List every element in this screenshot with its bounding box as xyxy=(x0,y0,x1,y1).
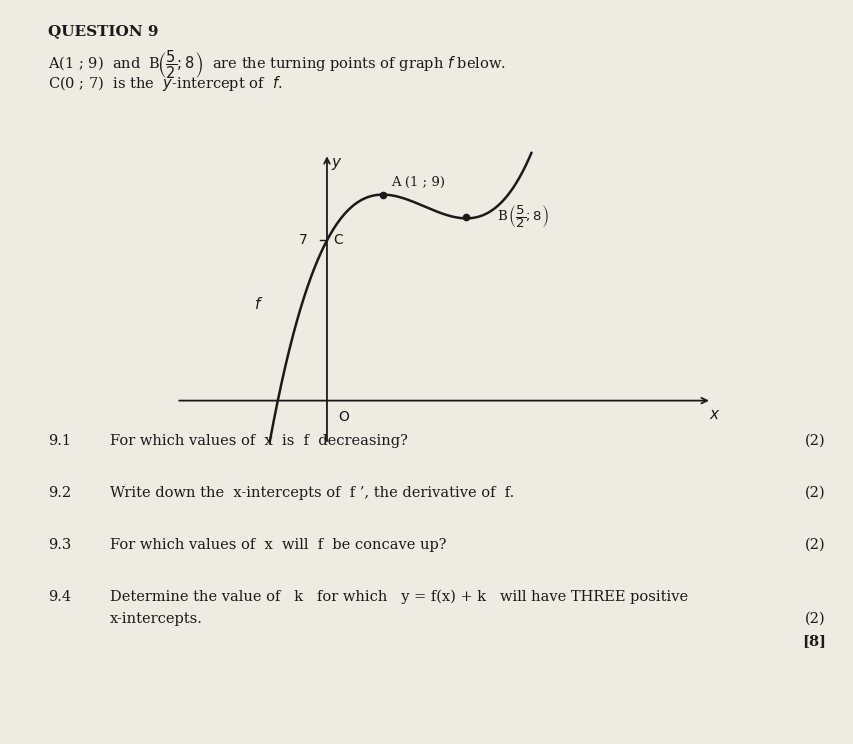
Text: O: O xyxy=(338,410,349,424)
Text: [8]: [8] xyxy=(801,634,825,648)
Text: x-intercepts.: x-intercepts. xyxy=(110,612,203,626)
Text: 7: 7 xyxy=(299,234,307,247)
Text: 9.2: 9.2 xyxy=(48,486,71,500)
Text: 9.4: 9.4 xyxy=(48,590,71,604)
Text: $x$: $x$ xyxy=(708,408,719,423)
Text: (2): (2) xyxy=(804,538,825,552)
Text: 9.3: 9.3 xyxy=(48,538,71,552)
Text: (2): (2) xyxy=(804,434,825,448)
Text: Write down the  x-intercepts of  f ’, the derivative of  f.: Write down the x-intercepts of f ’, the … xyxy=(110,486,514,500)
Text: For which values of  x  is  f  decreasing?: For which values of x is f decreasing? xyxy=(110,434,408,448)
Text: For which values of  x  will  f  be concave up?: For which values of x will f be concave … xyxy=(110,538,446,552)
Text: B $\!\left(\dfrac{5}{2} ; 8\right)$: B $\!\left(\dfrac{5}{2} ; 8\right)$ xyxy=(496,203,548,230)
Text: (2): (2) xyxy=(804,612,825,626)
Text: 9.1: 9.1 xyxy=(48,434,71,448)
Text: $y$: $y$ xyxy=(331,155,342,172)
Text: QUESTION 9: QUESTION 9 xyxy=(48,24,159,38)
Text: C: C xyxy=(334,234,343,247)
Text: A (1 ; 9): A (1 ; 9) xyxy=(391,176,444,189)
Text: A(1 ; 9)  and  B$\!\left(\dfrac{5}{2};8\right)$  are the turning points of graph: A(1 ; 9) and B$\!\left(\dfrac{5}{2};8\ri… xyxy=(48,48,506,80)
Text: C(0 ; 7)  is the  $y$-intercept of  $f$.: C(0 ; 7) is the $y$-intercept of $f$. xyxy=(48,74,282,93)
Text: Determine the value of   k   for which   y = f(x) + k   will have THREE positive: Determine the value of k for which y = f… xyxy=(110,590,688,604)
Text: (2): (2) xyxy=(804,486,825,500)
Text: $f$: $f$ xyxy=(254,296,264,312)
